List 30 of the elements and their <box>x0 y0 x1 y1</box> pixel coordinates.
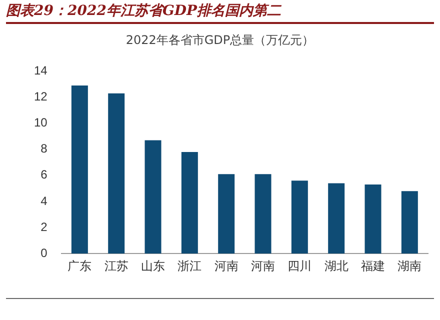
bar <box>254 174 272 254</box>
y-tick-label: 2 <box>40 220 48 234</box>
bar <box>291 180 308 254</box>
y-tick-label: 12 <box>34 90 48 104</box>
x-tick-label: 湖南 <box>398 259 422 274</box>
bar <box>401 191 418 254</box>
bar <box>181 152 198 254</box>
chart-title: 图表29：2022年江苏省GDP排名国内第二 <box>6 2 434 24</box>
x-tick-label: 四川 <box>288 259 312 274</box>
y-tick-label: 14 <box>34 64 48 78</box>
bar <box>218 174 235 254</box>
bar <box>328 183 345 254</box>
y-tick-label: 10 <box>34 116 48 130</box>
bar <box>144 140 162 254</box>
x-tick-label: 福建 <box>361 259 385 274</box>
y-tick-label: 6 <box>40 168 48 182</box>
x-tick-label: 山东 <box>141 259 166 274</box>
x-tick-label: 江苏 <box>104 259 128 274</box>
chart-subtitle: 2022年各省市GDP总量（万亿元） <box>124 32 316 49</box>
bar <box>364 184 382 254</box>
x-tick-label: 河南 <box>251 259 276 274</box>
x-tick-label: 河南 <box>214 259 238 274</box>
x-tick-label: 广东 <box>68 259 92 274</box>
y-tick-label: 8 <box>40 142 48 156</box>
y-tick-label: 4 <box>40 194 48 208</box>
x-tick-label: 湖北 <box>324 259 348 274</box>
bar <box>71 86 88 254</box>
bar <box>108 93 125 254</box>
x-tick-label: 浙江 <box>178 259 202 274</box>
y-tick-label: 0 <box>40 246 48 260</box>
